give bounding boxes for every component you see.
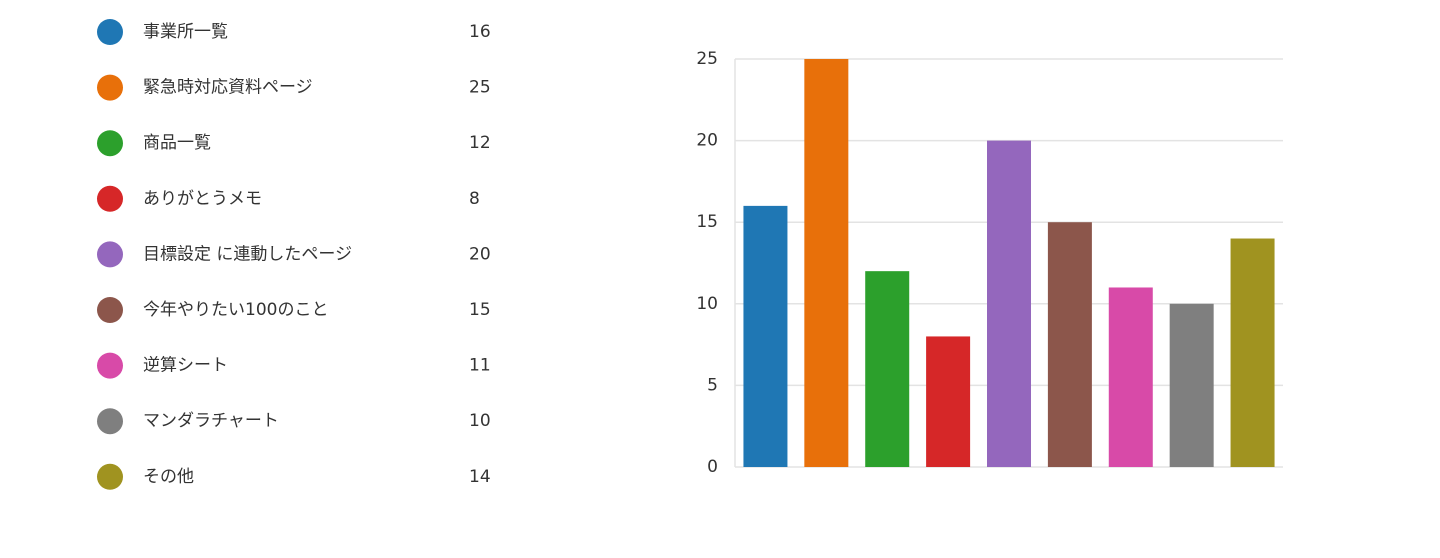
legend-marker (97, 352, 123, 379)
y-tick-label: 10 (696, 294, 718, 314)
legend-label: マンダラチャート (143, 411, 279, 431)
legend-label: ありがとうメモ (143, 189, 262, 209)
legend-label: 目標設定 に連動したページ (143, 244, 352, 264)
legend-marker (97, 297, 123, 323)
value-label: 20 (469, 244, 491, 264)
legend-label: 商品一覧 (143, 133, 211, 153)
legend-label: 逆算シート (143, 356, 228, 376)
y-tick-label: 25 (696, 49, 718, 69)
value-label: 14 (469, 467, 491, 487)
legend-marker (97, 241, 123, 268)
legend-marker (97, 185, 123, 212)
bar (987, 140, 1031, 467)
legend-label: 事業所一覧 (143, 22, 228, 42)
bar (1169, 303, 1214, 467)
legend-label: その他 (143, 467, 194, 487)
bar (804, 59, 849, 467)
legend-marker (97, 74, 123, 101)
y-tick-label: 20 (696, 131, 718, 151)
value-label: 11 (469, 356, 491, 376)
legend-label: 今年やりたい100のこと (143, 300, 328, 320)
bar (926, 336, 971, 467)
y-tick-label: 5 (707, 375, 718, 395)
legend-marker (97, 408, 123, 435)
legend-marker (97, 130, 123, 157)
value-label: 12 (469, 133, 491, 153)
bar (865, 271, 910, 467)
bar (1108, 287, 1153, 467)
bar (1047, 222, 1092, 467)
y-tick-label: 15 (696, 212, 718, 232)
value-label: 10 (469, 411, 491, 431)
value-label: 15 (469, 300, 491, 320)
y-tick-label: 0 (707, 457, 718, 477)
value-label: 25 (469, 78, 491, 98)
bar (743, 205, 788, 467)
legend-label: 緊急時対応資料ページ (143, 78, 313, 98)
value-label: 16 (469, 22, 491, 42)
legend-marker (97, 19, 123, 45)
value-label: 8 (469, 189, 480, 209)
bar (1230, 238, 1275, 467)
legend-marker (97, 463, 123, 490)
